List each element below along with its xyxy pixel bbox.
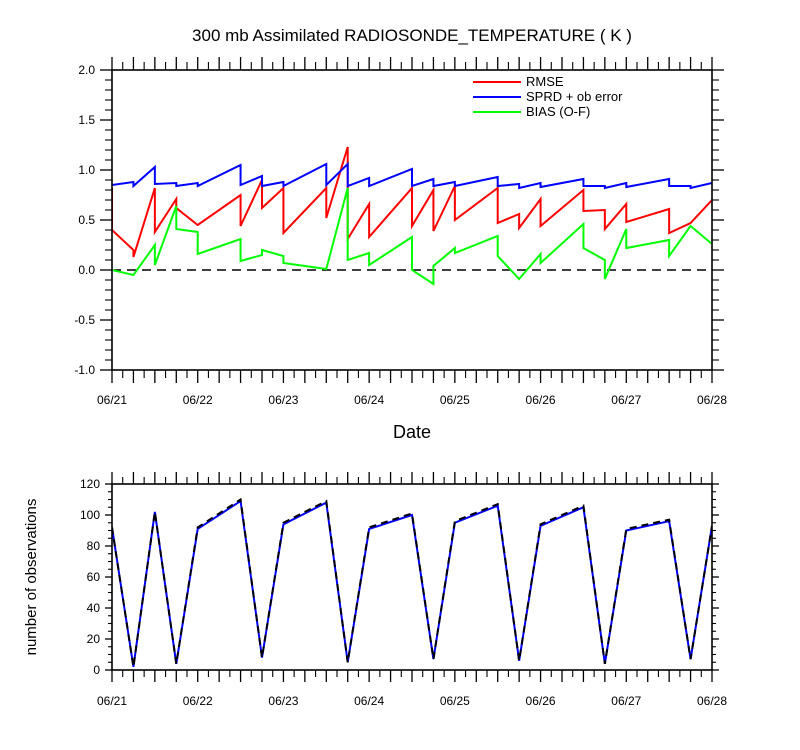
y-tick-label: 1.0 <box>78 163 95 177</box>
x-tick-label: 06/22 <box>183 694 213 708</box>
y-tick-label: 100 <box>80 508 100 522</box>
series-line-3 <box>112 187 712 286</box>
x-tick-label: 06/28 <box>697 694 727 708</box>
x-tick-label: 06/21 <box>97 393 127 407</box>
bottom-plot: 06/21 06/22 06/23 06/24 06/25 06/26 06/27 06/28… <box>80 472 727 708</box>
x-tick-label: 06/27 <box>611 393 641 407</box>
chart-title: 300 mb Assimilated RADIOSONDE_TEMPERATUR… <box>192 26 632 45</box>
y-tick-label: 2.0 <box>78 63 95 77</box>
y-tick-label: 0.0 <box>78 263 95 277</box>
legend-label-2: SPRD + ob error <box>526 89 623 104</box>
y-tick-label: 120 <box>80 477 100 491</box>
y-tick-label: 0 <box>93 663 100 677</box>
x-tick-label: 06/22 <box>183 393 213 407</box>
y-tick-label: 20 <box>87 632 101 646</box>
y-tick-label: 80 <box>87 539 101 553</box>
y-tick-label: 0.5 <box>78 213 95 227</box>
x-tick-label: 06/26 <box>526 694 556 708</box>
series-line-1 <box>112 499 712 668</box>
top-plot: 06/21 06/22 06/23 06/24 06/25 06/26 06/27 06/28… <box>74 57 727 407</box>
y-tick-label: 40 <box>87 601 101 615</box>
x-tick-label: 06/23 <box>268 393 298 407</box>
x-tick-label: 06/24 <box>354 393 384 407</box>
x-tick-label: 06/26 <box>526 393 556 407</box>
x-tick-label: 06/25 <box>440 694 470 708</box>
series-line-2 <box>112 497 712 668</box>
y-tick-label: -1.0 <box>74 363 95 377</box>
series-line-2 <box>112 161 712 190</box>
plot-frame <box>111 483 713 671</box>
x-tick-label: 06/27 <box>611 694 641 708</box>
y-tick-label: 60 <box>87 570 101 584</box>
x-tick-label: 06/24 <box>354 694 384 708</box>
x-tick-label: 06/25 <box>440 393 470 407</box>
x-tick-label: 06/23 <box>268 694 298 708</box>
x-tick-label: 06/28 <box>697 393 727 407</box>
legend-label-1: RMSE <box>526 74 564 89</box>
x-axis-label: Date <box>393 422 431 442</box>
x-tick-label: 06/21 <box>97 694 127 708</box>
y-axis-label-observations: number of observations <box>23 499 40 656</box>
legend-label-3: BIAS (O-F) <box>526 104 590 119</box>
y-tick-label: 1.5 <box>78 113 95 127</box>
y-tick-label: -0.5 <box>74 313 95 327</box>
